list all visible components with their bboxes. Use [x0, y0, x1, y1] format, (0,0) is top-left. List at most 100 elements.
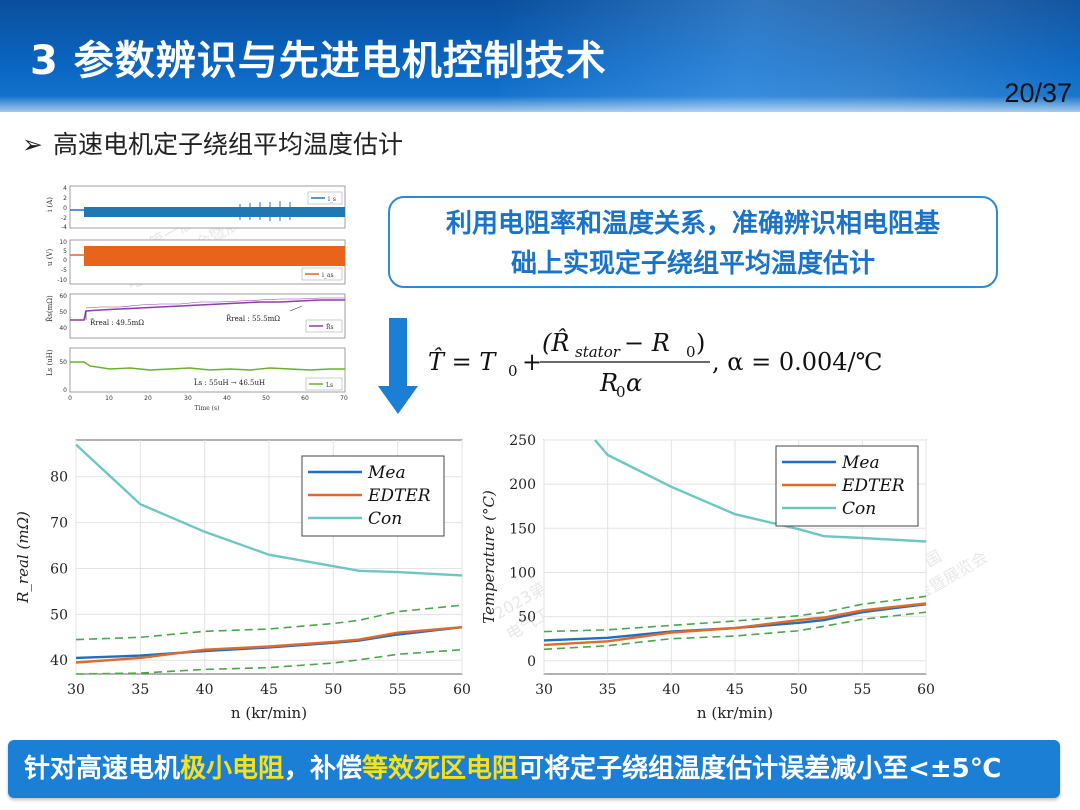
- banner-text-1: 针对高速电机: [24, 754, 181, 784]
- bound-line: [75, 604, 463, 641]
- x-tick-label: 55: [389, 682, 407, 698]
- panel4-ytick: 0: [63, 387, 67, 394]
- y-axis-label: Temperature (°C): [480, 490, 498, 624]
- title-bar: 3 参数辨识与先进电机控制技术 20/37: [0, 0, 1080, 112]
- series-line-mea: [543, 603, 927, 642]
- conclusion-callout: 利用电阻率和温度关系，准确辨识相电阻基 础上实现定子绕组平均温度估计: [388, 196, 998, 288]
- panel1-ytick: -2: [61, 215, 67, 222]
- legend-label: Con: [368, 509, 402, 529]
- series-line-edter: [543, 602, 927, 647]
- voltage-panel: i_as u (V) 10 5 0 -5 -10: [46, 239, 346, 285]
- panel-xtick: 20: [144, 395, 152, 402]
- legend-label: Mea: [367, 463, 406, 483]
- chart-legend: Mea EDTER Con: [775, 445, 919, 527]
- bound-line: [543, 595, 927, 633]
- formula-numerator-sub0: 0: [686, 343, 696, 361]
- panel3-ytick: 40: [59, 325, 67, 332]
- current-panel: i_s i (A) 4 2 0 -2 -4: [46, 185, 346, 231]
- summary-banner: 针对高速电机极小电阻，补偿等效死区电阻可将定子绕组温度估计误差减小至<±5℃: [8, 740, 1060, 798]
- title-bar-highlight: [500, 0, 1080, 112]
- panel1-ytick: 4: [63, 185, 67, 192]
- panel1-legend: i_s: [328, 196, 336, 203]
- x-tick-label: 55: [853, 682, 871, 698]
- y-tick-label: 80: [50, 470, 68, 486]
- svg-text:+: +: [522, 348, 542, 376]
- inductance-panel: L̂s : 55uH → 46.5uH Ls Ls (uH) 50 0 0 10…: [46, 347, 348, 412]
- legend-label: EDTER: [367, 486, 431, 506]
- panel2-ytick: 0: [63, 257, 67, 264]
- formula-denominator: R: [599, 369, 618, 397]
- panel1-ytick: -4: [61, 224, 67, 231]
- formula-lhs: T̂ = T: [428, 348, 497, 376]
- x-tick-label: 50: [790, 682, 808, 698]
- formula-denominator-rest: α: [626, 369, 642, 397]
- panel-xtick: 60: [301, 395, 309, 402]
- callout-line-1: 利用电阻率和温度关系，准确辨识相电阻基: [445, 209, 940, 239]
- bullet-arrow-icon: ➢: [22, 130, 43, 159]
- formula-numerator: (R̂: [542, 329, 569, 357]
- x-tick-label: 35: [599, 682, 617, 698]
- panel-xtick: 70: [340, 395, 348, 402]
- legend-label: Con: [842, 499, 876, 519]
- temperature-formula: T̂ = T 0 + (R̂ stator − R 0 ) R 0 α , α …: [428, 329, 882, 400]
- page-number: 20/37: [1004, 78, 1072, 108]
- panel2-ytick: -10: [57, 277, 67, 284]
- panel-xtick: 30: [184, 395, 192, 402]
- panel-xlabel: Time (s): [195, 405, 220, 412]
- panel2-legend: i_as: [322, 272, 334, 279]
- y-tick-label: 70: [50, 516, 68, 532]
- resistance-panel: R̂real : 49.5mΩ R̂real : 55.5mΩ R̂s R̂s(…: [46, 293, 346, 339]
- series-line-con: [75, 443, 463, 577]
- y-tick-label: 150: [509, 521, 536, 537]
- banner-text-3: 可将定子绕组温度估计误差减小至<±5℃: [518, 754, 1002, 784]
- y-tick-label: 100: [509, 565, 536, 581]
- panel4-ylabel: Ls (uH): [46, 349, 54, 376]
- x-tick-label: 50: [324, 682, 342, 698]
- panel2-ytick: 5: [63, 248, 67, 255]
- chart-legend: Mea EDTER Con: [301, 455, 445, 537]
- panel3-legend: R̂s: [326, 324, 334, 331]
- formula-lhs-subscript: 0: [508, 362, 518, 380]
- panel3-ytick: 50: [59, 309, 67, 316]
- legend-label: EDTER: [841, 476, 905, 496]
- y-tick-label: 60: [50, 561, 68, 577]
- banner-highlight-1: 极小电阻: [180, 754, 285, 784]
- x-axis-label: n (kr/min): [697, 704, 773, 722]
- x-tick-label: 45: [726, 682, 744, 698]
- x-tick-label: 35: [131, 682, 149, 698]
- formula-alpha: , α = 0.004/℃: [712, 348, 882, 376]
- r-start-annotation: R̂real : 49.5mΩ: [90, 319, 144, 327]
- x-tick-label: 45: [260, 682, 278, 698]
- temperature-vs-speed-chart: 30 35 40 45 50 55 60 0 50 100 150 200 250 Mea EDTER Con…: [480, 433, 935, 722]
- bound-line: [75, 648, 463, 675]
- down-arrow-icon: [378, 318, 418, 414]
- panel3-ylabel: R̂s(mΩ): [46, 295, 54, 322]
- panel-xtick: 40: [223, 395, 231, 402]
- experiment-waveforms: i_s i (A) 4 2 0 -2 -4 i_as u (V) 10 5 0 …: [46, 185, 348, 412]
- x-tick-label: 30: [67, 682, 85, 698]
- panel4-ytick: 50: [59, 359, 67, 366]
- panel-xtick: 0: [68, 395, 72, 402]
- banner-text-2: ，补偿: [284, 754, 363, 784]
- formula-denominator-sub: 0: [616, 383, 626, 400]
- y-tick-label: 200: [509, 477, 536, 493]
- l-annotation: L̂s : 55uH → 46.5uH: [194, 379, 265, 387]
- x-tick-label: 60: [917, 682, 935, 698]
- panel4-legend: Ls: [326, 382, 333, 389]
- legend-label: Mea: [841, 453, 880, 473]
- y-tick-label: 50: [50, 607, 68, 623]
- formula-numerator-rest: − R: [624, 329, 670, 357]
- resistance-vs-speed-chart: 30 35 40 45 50 55 60 40 50 60 70 80 Mea EDTER Con n (kr…: [14, 439, 471, 722]
- panel2-ylabel: u (V): [46, 248, 54, 266]
- panel2-ytick: -5: [61, 267, 67, 274]
- slide-title: 3 参数辨识与先进电机控制技术: [30, 38, 607, 84]
- banner-highlight-2: 等效死区电阻: [362, 754, 519, 784]
- section-heading-text: 高速电机定子绕组平均温度估计: [52, 130, 403, 159]
- panel-xtick: 50: [262, 395, 270, 402]
- panel2-ytick: 10: [59, 239, 67, 246]
- section-heading: ➢ 高速电机定子绕组平均温度估计: [22, 125, 403, 161]
- panel-xtick: 10: [105, 395, 113, 402]
- y-tick-label: 250: [509, 433, 536, 449]
- series-line-con: [593, 439, 927, 543]
- y-tick-label: 50: [518, 610, 536, 626]
